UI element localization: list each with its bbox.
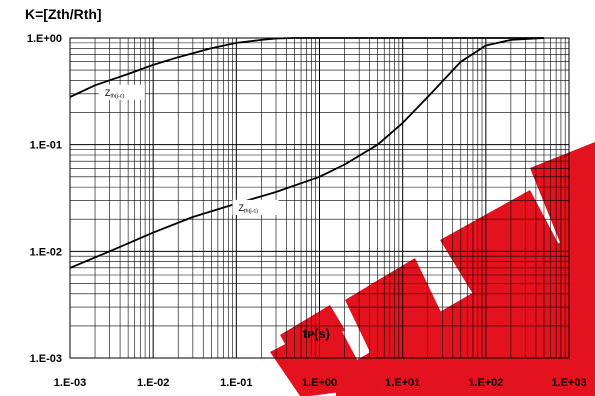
series-line-2 <box>69 37 545 269</box>
curves <box>69 37 545 269</box>
x-tick-label: 1.E-03 <box>54 377 86 389</box>
x-axis-ticks: 1.E-03 1.E-02 1.E-01 1.E+00 1.E+01 1.E+02 1.E+… <box>54 377 587 389</box>
x-tick-label: 1.E+02 <box>468 377 503 389</box>
x-axis-label-unit: (s) <box>314 326 330 341</box>
y-tick-label: 1.E-03 <box>30 353 62 365</box>
series-labels: Zth(j-c)Zth(j-c) <box>98 84 279 215</box>
series-label-sub: th(j-c) <box>110 93 124 99</box>
x-tick-label: 1.E-02 <box>137 377 169 389</box>
watermark-letter-e-top <box>280 305 345 362</box>
x-tick-label: 1.E-01 <box>220 377 252 389</box>
watermark-logo <box>270 142 595 396</box>
series-line-1 <box>69 37 544 98</box>
series-label-main: Z <box>238 203 244 213</box>
watermark-base <box>336 222 595 396</box>
x-axis-label-main: t <box>303 326 308 341</box>
x-axis-label: tP(s) <box>303 326 330 341</box>
x-tick-label: 1.E+03 <box>551 377 586 389</box>
x-tick-label: 1.E+01 <box>385 377 420 389</box>
series-label-box <box>232 199 279 215</box>
y-axis-ticks: 1.E-03 1.E-02 1.E-01 1.E+00 <box>27 33 62 365</box>
y-tick-label: 1.E+00 <box>27 33 62 45</box>
series-label-sub: th(j-c) <box>244 208 258 214</box>
series-label-2: Zth(j-c) <box>232 199 279 215</box>
series-label-text: Zth(j-c) <box>238 203 258 215</box>
y-tick-label: 1.E-02 <box>30 246 62 258</box>
series-label-1: Zth(j-c) <box>98 84 145 100</box>
y-tick-label: 1.E-01 <box>30 140 62 152</box>
x-tick-label: 1.E+00 <box>302 377 337 389</box>
chart-title: K=[Zth/Rth] <box>25 6 102 22</box>
x-axis-label-sub: P <box>307 330 314 341</box>
series-label-text: Zth(j-c) <box>105 88 125 100</box>
series-label-main: Z <box>105 88 111 98</box>
watermark-letter-m-top <box>530 142 595 255</box>
series-label-box <box>98 84 145 100</box>
